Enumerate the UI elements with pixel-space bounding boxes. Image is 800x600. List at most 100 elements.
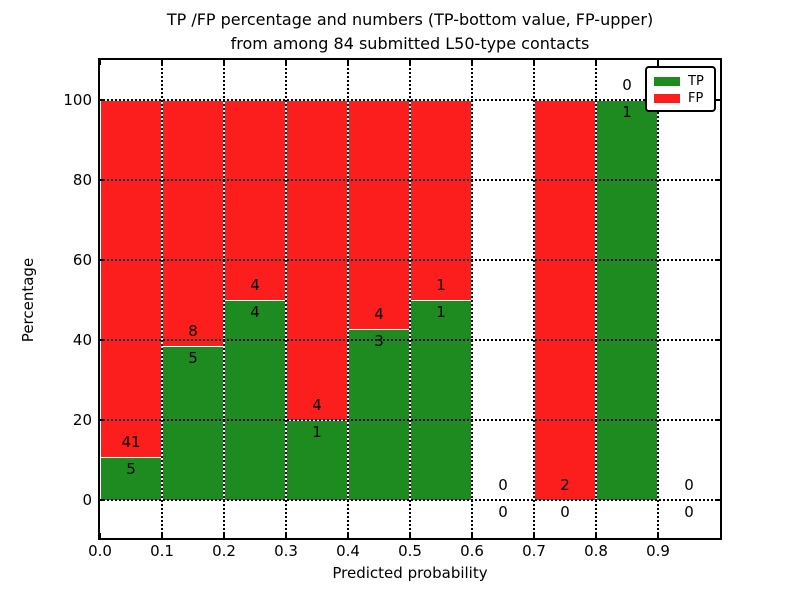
tp-count-label-2: 4 [250, 303, 260, 321]
x-tick-mark-top [533, 60, 535, 65]
grid-line-vertical [161, 60, 163, 538]
legend: TP FP [645, 66, 716, 112]
fp-swatch [654, 94, 680, 103]
x-tick-mark-top [161, 60, 163, 65]
y-tick-mark-right [715, 339, 720, 341]
x-tick-mark-top [595, 60, 597, 65]
x-tick-mark [657, 533, 659, 538]
fp-count-label-0: 41 [121, 432, 141, 451]
x-tick-mark [471, 533, 473, 538]
y-tick-label: 100 [63, 91, 92, 109]
y-tick-mark [100, 499, 105, 501]
y-tick-mark-right [715, 499, 720, 501]
grid-line-vertical [347, 60, 349, 538]
x-tick-mark [347, 533, 349, 538]
x-tick-label: 0.0 [88, 542, 112, 560]
fp-bar-segment-2 [224, 100, 286, 300]
y-tick-mark [100, 419, 105, 421]
y-tick-mark-right [715, 259, 720, 261]
tp-bar-segment-4 [348, 328, 410, 500]
tp-swatch [654, 77, 680, 86]
x-tick-mark-top [99, 60, 101, 65]
y-tick-mark-right [715, 179, 720, 181]
tp-count-label-1: 5 [188, 349, 198, 368]
fp-count-label-6: 0 [498, 476, 508, 494]
grid-line-vertical [595, 60, 597, 538]
tp-count-label-4: 3 [374, 331, 384, 350]
x-tick-mark-top [285, 60, 287, 65]
legend-item-fp: FP [654, 90, 714, 107]
x-tick-label: 0.2 [212, 542, 236, 560]
chart-title-line2: from among 84 submitted L50-type contact… [230, 34, 590, 53]
fp-count-label-2: 4 [250, 276, 260, 294]
x-tick-mark-top [347, 60, 349, 65]
x-tick-mark-top [471, 60, 473, 65]
fp-bar-segment-4 [348, 100, 410, 329]
fp-count-label-7: 2 [560, 476, 570, 494]
fp-count-label-1: 8 [188, 322, 198, 341]
x-tick-label: 0.8 [584, 542, 608, 560]
fp-bar-segment-0 [100, 100, 162, 457]
y-tick-mark-right [715, 99, 720, 101]
y-tick-label: 60 [72, 251, 92, 269]
y-tick-label: 0 [82, 491, 92, 509]
x-tick-mark [161, 533, 163, 538]
y-tick-label: 80 [72, 171, 92, 189]
chart-title-line1: TP /FP percentage and numbers (TP-bottom… [166, 10, 654, 29]
tp-bar-segment-0 [100, 456, 162, 500]
tp-count-label-3: 1 [312, 423, 322, 441]
x-tick-mark [595, 533, 597, 538]
x-tick-label: 0.9 [646, 542, 670, 560]
x-tick-mark [223, 533, 225, 538]
x-tick-label: 0.3 [274, 542, 298, 560]
plot-area: TP FP 41 5 8 5 4 4 4 1 4 3 1 1 0 0 2 0 0 1 0 0 [99, 60, 720, 538]
chart-title: TP /FP percentage and numbers (TP-bottom… [100, 8, 720, 56]
tp-count-label-8: 1 [622, 103, 632, 121]
x-tick-label: 0.7 [522, 542, 546, 560]
grid-line-vertical [657, 60, 659, 538]
fp-count-label-9: 0 [684, 476, 694, 494]
y-tick-mark [100, 99, 105, 101]
tp-count-label-6: 0 [498, 503, 508, 521]
y-tick-mark-right [715, 419, 720, 421]
grid-line-vertical [409, 60, 411, 538]
tp-count-label-7: 0 [560, 503, 570, 521]
tp-count-label-5: 1 [436, 303, 446, 321]
fp-count-label-3: 4 [312, 396, 322, 414]
x-tick-mark [285, 533, 287, 538]
y-axis-label: Percentage [19, 257, 37, 343]
grid-line-vertical [285, 60, 287, 538]
fp-bar-segment-5 [410, 100, 472, 300]
tp-bar-segment-1 [162, 346, 224, 500]
legend-label-fp: FP [688, 91, 704, 106]
x-tick-mark-top [223, 60, 225, 65]
x-tick-label: 0.4 [336, 542, 360, 560]
legend-item-tp: TP [654, 73, 714, 90]
tp-bar-segment-8 [596, 100, 658, 500]
grid-line-vertical [471, 60, 473, 538]
x-tick-mark-top [657, 60, 659, 65]
legend-label-tp: TP [688, 74, 704, 89]
y-tick-mark [100, 339, 105, 341]
fp-count-label-5: 1 [436, 276, 446, 294]
x-tick-mark [409, 533, 411, 538]
tp-count-label-0: 5 [126, 459, 136, 478]
x-tick-mark [533, 533, 535, 538]
fp-bar-segment-7 [534, 100, 596, 500]
y-tick-mark [100, 179, 105, 181]
x-tick-label: 0.6 [460, 542, 484, 560]
x-tick-label: 0.5 [398, 542, 422, 560]
x-tick-mark-top [409, 60, 411, 65]
grid-line-vertical [533, 60, 535, 538]
y-tick-mark [100, 259, 105, 261]
y-tick-label: 20 [72, 411, 92, 429]
y-tick-label: 40 [72, 331, 92, 349]
tp-bar-segment-2 [224, 300, 286, 500]
grid-line-vertical [223, 60, 225, 538]
tp-count-label-9: 0 [684, 503, 694, 521]
fp-bar-segment-1 [162, 100, 224, 347]
tp-bar-segment-5 [410, 300, 472, 500]
x-tick-mark [99, 533, 101, 538]
x-tick-label: 0.1 [150, 542, 174, 560]
